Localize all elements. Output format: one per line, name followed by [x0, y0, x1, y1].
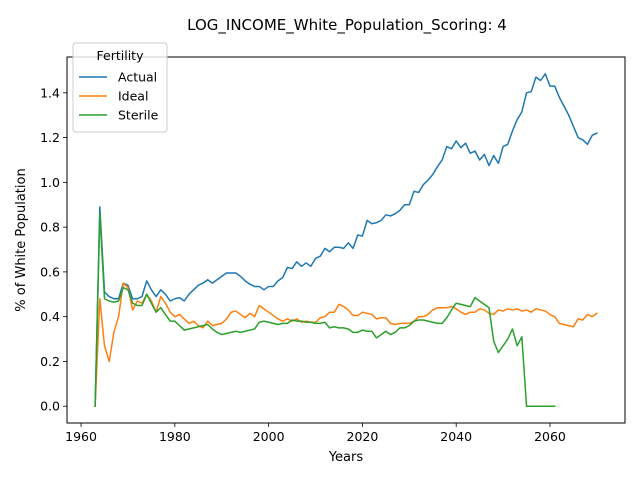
- chart-title: LOG_INCOME_White_Population_Scoring: 4: [187, 16, 507, 35]
- x-tick-label: 1960: [65, 429, 97, 444]
- y-axis-label: % of White Population: [14, 168, 29, 311]
- x-tick-label: 2060: [534, 429, 566, 444]
- x-tick-label: 2020: [347, 429, 379, 444]
- x-axis: 1960 1980 2000 2020 2040 2060: [65, 423, 566, 444]
- legend-label-sterile: Sterile: [118, 108, 159, 123]
- x-tick-label: 2000: [253, 429, 285, 444]
- x-tick-label: 2040: [440, 429, 472, 444]
- y-tick-label: 0.0: [40, 399, 60, 414]
- x-axis-label: Years: [328, 450, 364, 465]
- legend-entries: Actual Ideal Sterile: [79, 70, 159, 123]
- legend-title: Fertility: [97, 48, 145, 63]
- legend: Fertility Actual Ideal Sterile: [72, 42, 168, 133]
- legend-box: [72, 42, 168, 133]
- plot-frame: [66, 56, 626, 424]
- x-tick-label: 1980: [159, 429, 191, 444]
- y-tick-label: 0.6: [40, 264, 60, 279]
- series-layer: [94, 73, 598, 407]
- y-tick-label: 1.4: [40, 85, 60, 100]
- y-tick-label: 1.2: [40, 130, 60, 145]
- y-tick-label: 0.2: [40, 354, 60, 369]
- legend-label-actual: Actual: [118, 70, 157, 85]
- series-line-sterile: [94, 212, 556, 407]
- legend-label-ideal: Ideal: [118, 89, 148, 104]
- y-tick-label: 0.4: [40, 309, 60, 324]
- series-line-actual: [94, 73, 598, 407]
- y-axis: 0.0 0.2 0.4 0.6 0.8 1.0 1.2 1.4: [40, 85, 67, 414]
- y-tick-label: 0.8: [40, 220, 60, 235]
- series-line-ideal: [94, 282, 598, 407]
- y-tick-label: 1.0: [40, 175, 60, 190]
